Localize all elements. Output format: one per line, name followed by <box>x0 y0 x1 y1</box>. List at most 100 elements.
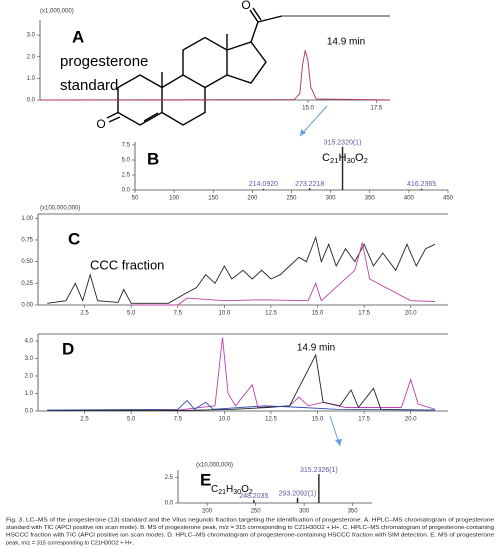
formula-element: O <box>355 152 364 164</box>
trace <box>47 353 436 412</box>
panel-label: C <box>68 229 80 248</box>
x-tick-label: 15.0 <box>312 417 324 423</box>
y-multiplier: (x10,000,000) <box>196 463 233 469</box>
panel-label: A <box>72 27 84 46</box>
x-tick-label: 250 <box>286 196 297 202</box>
x-tick-label: 17.5 <box>358 417 370 423</box>
arrow-head <box>300 129 306 136</box>
caption-line: Fig. 3. LC–MS of the progesterone (13) s… <box>6 517 494 523</box>
formula: C21H30O2 <box>322 152 368 165</box>
annotation: standard <box>60 77 118 94</box>
x-tick-label: 20.0 <box>405 311 417 317</box>
y-tick-label: 2.0 <box>27 54 36 60</box>
y-tick-label: 0.0 <box>122 188 131 194</box>
x-tick-label: 17.5 <box>358 311 370 317</box>
formula-subscript: 21 <box>330 156 339 165</box>
formula-element: C <box>211 484 218 495</box>
panel-label: E <box>200 470 211 489</box>
y-tick-label: 0.0 <box>165 501 174 507</box>
peak-label: 273.2218 <box>295 181 324 188</box>
x-tick-label: 200 <box>202 509 213 515</box>
y-tick-label: 1.0 <box>27 76 36 82</box>
x-tick-label: 5.0 <box>127 417 136 423</box>
x-tick-label: 400 <box>404 196 415 202</box>
x-tick-label: 10.0 <box>219 417 231 423</box>
x-tick-label: 50 <box>132 196 139 202</box>
trace <box>39 50 391 101</box>
formula-subscript: 21 <box>218 489 226 496</box>
x-tick-label: 300 <box>326 196 337 202</box>
panel-label: D <box>62 339 74 358</box>
peak-label: 315.2320(1) <box>324 140 362 147</box>
x-tick-label: 350 <box>348 509 359 515</box>
formula-subscript: 2 <box>249 489 253 496</box>
formula-element: C <box>322 152 330 164</box>
formula-element: O <box>241 484 249 495</box>
y-tick-label: 2.5 <box>122 173 131 179</box>
trace <box>47 337 436 412</box>
trace <box>131 242 436 306</box>
x-tick-label: 200 <box>247 196 258 202</box>
x-tick-label: 15.0 <box>302 106 314 112</box>
x-tick-label: 7.5 <box>174 417 183 423</box>
formula-subscript: 30 <box>233 489 241 496</box>
x-tick-label: 10.0 <box>219 311 231 317</box>
arrow <box>299 105 328 137</box>
formula-subscript: 30 <box>346 156 355 165</box>
progesterone-structure <box>106 7 390 126</box>
y-tick-label: 0.0 <box>25 409 34 415</box>
y-tick-label: 2.5 <box>165 475 174 481</box>
y-tick-label: 7.5 <box>122 143 131 149</box>
oxygen-label: O <box>241 0 250 12</box>
peak-label: 315.2326(1) <box>300 467 338 474</box>
annotation: CCC fraction <box>90 257 164 272</box>
y-tick-label: 3.0 <box>27 33 36 39</box>
panel-label: B <box>147 149 159 168</box>
x-tick-label: 17.5 <box>370 106 382 112</box>
x-tick-label: 450 <box>443 196 454 202</box>
y-tick-label: 1.00 <box>21 216 33 222</box>
peak-label: 214.0920 <box>249 181 278 188</box>
oxygen-label: O <box>96 117 105 131</box>
x-tick-label: 250 <box>251 509 262 515</box>
x-tick-label: 12.5 <box>265 311 277 317</box>
y-tick-label: 0.75 <box>21 238 33 244</box>
y-tick-label: 1.0 <box>25 391 34 397</box>
formula-subscript: 2 <box>364 156 368 165</box>
y-tick-label: 0.25 <box>21 281 33 287</box>
y-tick-label: 0.0 <box>27 98 36 104</box>
x-tick-label: 150 <box>208 196 219 202</box>
x-tick-label: 5.0 <box>127 311 136 317</box>
peak-label: 293.2092(1) <box>279 491 317 498</box>
peak-time-label: 14.9 min <box>327 37 365 48</box>
y-tick-label: 4.0 <box>25 339 34 345</box>
x-tick-label: 2.5 <box>80 417 89 423</box>
y-tick-label: 0.50 <box>21 259 33 265</box>
trace <box>47 399 436 411</box>
formula-element: H <box>226 484 233 495</box>
peak-label: 416.2365 <box>407 181 436 188</box>
y-multiplier: (x100,000,000) <box>40 206 80 212</box>
annotation: progesterone <box>60 53 148 70</box>
x-tick-label: 12.5 <box>265 417 277 423</box>
x-tick-label: 300 <box>299 509 310 515</box>
caption-line: standard with TIC (APCI positive ion sca… <box>6 525 494 531</box>
caption-line: HSCCC fraction with TIC (APCI positive i… <box>6 533 494 539</box>
arrow-head <box>335 439 342 446</box>
peak-label: 248.2035 <box>239 493 268 500</box>
x-tick-label: 7.5 <box>174 311 183 317</box>
x-tick-label: 2.5 <box>80 311 89 317</box>
y-multiplier: (x1,000,000) <box>40 9 74 15</box>
trace <box>47 235 436 304</box>
caption-line: peak, m/z = 315 corresponding to C21H30O… <box>6 540 134 546</box>
x-tick-label: 15.0 <box>312 311 324 317</box>
formula: C21H30O2 <box>211 484 253 496</box>
x-tick-label: 350 <box>365 196 376 202</box>
peak-time-label: 14.9 min <box>297 343 335 354</box>
y-tick-label: 0.00 <box>21 303 33 309</box>
y-tick-label: 2.0 <box>25 374 34 380</box>
x-tick-label: 20.0 <box>405 417 417 423</box>
y-tick-label: 3.0 <box>25 356 34 362</box>
x-tick-label: 100 <box>169 196 180 202</box>
